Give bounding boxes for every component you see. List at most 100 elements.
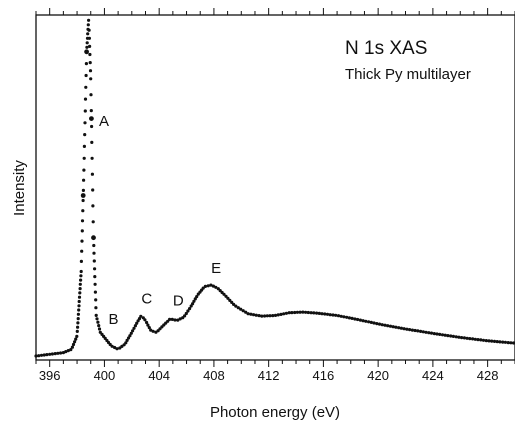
data-point: [87, 28, 91, 32]
data-point: [512, 341, 515, 345]
data-point: [128, 334, 132, 338]
data-point: [82, 168, 86, 172]
data-point: [124, 341, 128, 345]
data-point: [271, 314, 275, 318]
data-point: [487, 339, 491, 343]
data-point: [413, 328, 417, 333]
data-point: [503, 340, 507, 344]
x-tick-label: 396: [39, 368, 61, 383]
data-point: [86, 32, 90, 36]
data-point: [427, 331, 431, 335]
data-point: [78, 282, 82, 286]
data-point: [481, 338, 486, 342]
data-point: [126, 336, 131, 340]
data-point: [71, 342, 76, 347]
data-point: [189, 304, 193, 308]
data-point: [90, 172, 94, 176]
data-point: [96, 320, 100, 324]
peak-labels: A B C D E: [99, 113, 221, 328]
data-point: [476, 338, 480, 342]
data-point: [498, 340, 502, 344]
data-point: [372, 321, 376, 325]
data-point: [462, 336, 466, 340]
x-tick-label: 404: [148, 368, 170, 383]
data-point: [34, 354, 38, 358]
data-point: [132, 326, 136, 330]
data-point: [356, 317, 360, 322]
data-point: [282, 312, 286, 316]
data-point: [301, 310, 305, 314]
data-point: [236, 306, 240, 310]
data-point: [77, 295, 82, 299]
data-point: [92, 243, 96, 248]
data-point: [90, 124, 94, 129]
data-point: [367, 320, 371, 324]
data-point: [77, 308, 81, 312]
data-point: [88, 44, 92, 49]
data-point: [440, 333, 445, 337]
data-point: [83, 109, 87, 113]
data-point: [76, 325, 80, 329]
data-point: [460, 336, 464, 340]
data-point: [81, 198, 85, 203]
data-point: [77, 304, 81, 308]
data-point: [79, 259, 83, 263]
data-point: [402, 327, 406, 331]
data-point: [424, 330, 428, 334]
data-point: [80, 249, 84, 253]
data-point: [295, 310, 299, 314]
data-point: [93, 282, 97, 286]
data-point: [257, 314, 261, 318]
data-point: [457, 335, 461, 339]
data-point: [224, 294, 228, 298]
data-point: [241, 309, 245, 313]
data-point: [78, 287, 82, 291]
data-point: [230, 300, 234, 304]
data-point: [95, 317, 99, 321]
x-axis-ticks: [35, 360, 515, 367]
data-point: [88, 61, 92, 65]
data-point: [83, 133, 87, 137]
data-point: [48, 352, 52, 356]
data-point: [265, 314, 269, 318]
data-point: [176, 318, 180, 322]
data-point: [93, 290, 97, 294]
data-point: [479, 338, 483, 342]
data-point: [191, 302, 195, 306]
data-point: [273, 313, 278, 317]
x-tick-label: 400: [94, 368, 116, 383]
data-point: [438, 332, 442, 336]
data-point: [131, 329, 135, 333]
peak-label-A: A: [99, 113, 109, 130]
data-point: [135, 321, 139, 325]
data-point: [73, 340, 77, 344]
data-point: [88, 69, 93, 73]
data-point: [90, 156, 94, 160]
data-point: [226, 296, 230, 300]
data-series: [34, 18, 515, 358]
data-point: [468, 337, 472, 341]
data-point: [249, 312, 253, 316]
data-point: [276, 313, 280, 317]
data-point: [92, 259, 96, 263]
data-point: [394, 325, 398, 329]
data-point: [84, 85, 88, 89]
data-point: [361, 319, 365, 323]
data-point: [89, 109, 93, 113]
data-point: [334, 313, 338, 317]
data-point: [50, 352, 55, 356]
data-point: [252, 313, 256, 317]
data-point: [80, 239, 84, 243]
data-point: [495, 340, 499, 344]
data-point: [91, 204, 95, 208]
data-point: [492, 339, 497, 343]
top-ticks: [35, 8, 515, 15]
data-point: [375, 322, 379, 326]
data-point: [59, 351, 63, 355]
data-point: [408, 328, 412, 332]
data-point: [84, 73, 88, 78]
data-point: [80, 193, 86, 198]
data-point: [239, 307, 243, 311]
data-point: [129, 331, 133, 335]
